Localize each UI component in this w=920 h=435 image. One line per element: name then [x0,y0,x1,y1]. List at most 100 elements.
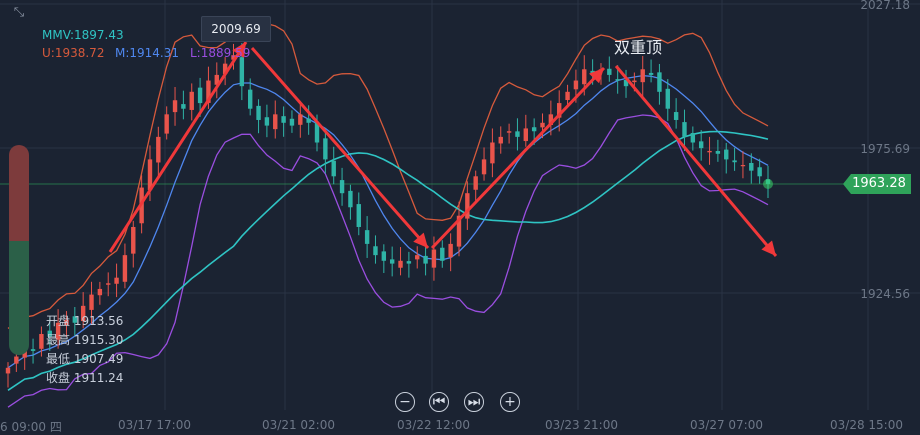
candle-body [531,127,537,132]
candle-body [214,74,219,85]
zoom-out-button[interactable]: − [395,392,415,412]
candle-body [64,319,69,326]
close-value: 收盘 1911.24 [46,371,124,385]
candle-body [615,79,620,81]
candle-body [147,159,153,191]
expand-icon[interactable]: ⤡ [13,5,25,20]
candle-body [264,117,270,126]
step-forward-button[interactable]: ⏭ [464,392,484,412]
candle-body [490,142,495,164]
candle-body [548,114,554,125]
uptrend-arrow-1-head [232,42,246,58]
candle-body [582,69,587,85]
candle-body [632,80,637,83]
candle-body [356,204,361,227]
candle-body [89,294,94,310]
step-back-button[interactable]: ⏮ [429,392,449,412]
candle-body [72,316,78,323]
candle-body [498,136,503,144]
candle-body [289,118,295,126]
peak-price-tooltip: 2009.69 [201,16,271,42]
candle-body [97,288,103,296]
candle-body [306,118,311,123]
candle-body [715,151,721,154]
candle-body [122,255,128,282]
buy-sell-gauge [9,145,29,355]
time-label: 03/21 02:00 [262,418,335,432]
candle-body [30,349,36,351]
candle-body [440,247,445,261]
upper-band-value: U:1938.72 [42,46,105,60]
zoom-in-button[interactable]: + [500,392,520,412]
candle-body [540,122,545,128]
candle-body [106,283,111,285]
price-label-mid: 1975.69 [860,142,910,156]
time-label: 03/22 12:00 [397,418,470,432]
candle-body [314,122,320,143]
low-value: 最低 1907.49 [46,352,124,366]
candle-body [131,226,136,254]
candle-body [273,114,278,130]
uptrend-arrow-2 [430,66,606,250]
candle-body [749,162,754,171]
downtrend-arrow-1 [250,47,430,249]
candle-body [197,87,203,104]
time-label: 03/28 15:00 [830,418,903,432]
candle-body [657,72,662,92]
time-label: 6 09:00 四 [0,420,62,434]
downtrend-arrow-2 [614,65,778,257]
candle-body [323,138,328,160]
candle-body [189,91,194,110]
candle-body [740,165,746,167]
candle-body [406,261,412,264]
time-label: 03/17 17:00 [118,418,191,432]
candle-body [557,103,562,118]
candle-body [156,136,161,163]
time-label: 03/27 07:00 [690,418,763,432]
lower-band-value: L:1889.59 [190,46,251,60]
current-price-badge: 1963.28 [843,174,911,194]
candle-body [415,255,420,260]
candle-body [164,114,169,134]
candle-body [707,150,712,153]
high-value: 最高 1915.30 [46,333,124,347]
candle-body [515,131,520,137]
candle-body [348,190,353,208]
candle-body [39,334,44,349]
candle-body [14,356,19,364]
candle-body [172,100,178,113]
candle-body [565,91,570,101]
candle-body [331,160,336,177]
candle-body [55,322,61,340]
lower-band-line [7,114,769,408]
price-label-bottom: 1924.56 [860,287,910,301]
candle-body [298,114,303,125]
candle-body [231,55,236,60]
open-value: 开盘 1913.56 [46,314,124,328]
candle-body [114,277,119,284]
candle-body [5,367,11,374]
candle-body [473,176,478,190]
candle-body [448,243,453,258]
time-label: 03/23 21:00 [545,418,618,432]
candle-body [690,132,696,143]
candle-body [47,330,52,337]
sell-strength [9,145,29,241]
candle-body [573,80,579,90]
candle-body [431,249,437,268]
mmv-line [7,130,769,391]
candle-body [481,159,487,175]
candle-body [381,251,387,261]
candle-body [665,88,670,109]
candle-body [281,116,286,123]
double-top-annotation: 双重顶 [614,38,663,57]
middle-band-value: M:1914.31 [115,46,180,60]
upper-band-line [7,23,769,329]
uptrend-arrow-2-head [589,68,604,84]
candle-body [673,112,679,120]
candle-body [389,259,395,264]
downtrend-arrow-1-head [413,232,428,248]
